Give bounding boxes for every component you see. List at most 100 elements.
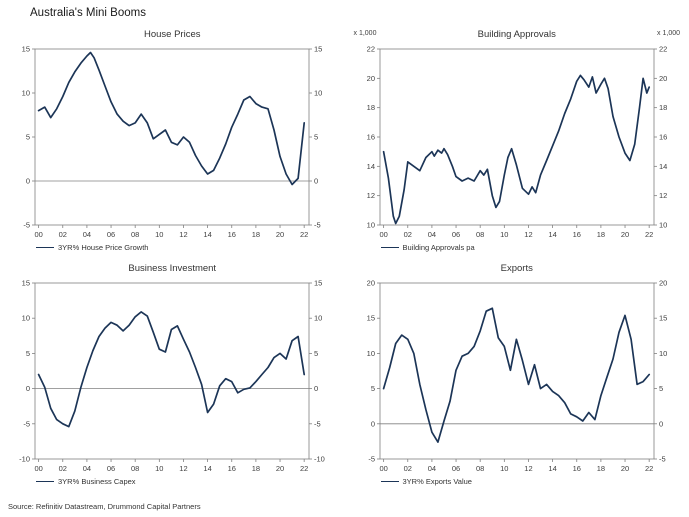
chart-legend: 3YR% Business Capex — [36, 476, 337, 486]
svg-text:15: 15 — [314, 45, 322, 54]
svg-text:14: 14 — [203, 464, 211, 473]
y-axis-unit-left: x 1,000 — [353, 30, 377, 37]
svg-text:-5: -5 — [368, 455, 375, 464]
svg-text:0: 0 — [370, 419, 374, 428]
svg-text:5: 5 — [26, 349, 30, 358]
svg-text:5: 5 — [26, 133, 30, 142]
svg-text:12: 12 — [179, 230, 187, 239]
svg-text:08: 08 — [131, 230, 139, 239]
svg-text:02: 02 — [403, 464, 411, 473]
charts-grid: House Prices -5 -5 0 0 5 5 10 10 15 15 00 02 04 06 08 1… — [8, 28, 681, 486]
svg-text:20: 20 — [366, 279, 374, 288]
legend-line-swatch — [380, 246, 399, 248]
chart-title: Business Investment — [128, 263, 217, 274]
svg-text:5: 5 — [314, 133, 318, 142]
svg-text:16: 16 — [659, 133, 667, 142]
page-title: Australia's Mini Booms — [30, 7, 146, 19]
svg-text:04: 04 — [427, 230, 435, 239]
svg-text:02: 02 — [59, 464, 67, 473]
chart-title: House Prices — [144, 29, 201, 40]
svg-text:20: 20 — [276, 230, 284, 239]
chart-panel-exports: Exports -5 -5 0 0 5 5 10 10 15 15 20 20 00 02 04 06 08 10… — [353, 262, 682, 486]
chart-legend: 3YR% House Price Growth — [36, 242, 337, 252]
svg-text:-5: -5 — [23, 221, 30, 230]
svg-text:00: 00 — [379, 230, 387, 239]
chart-legend: 3YR% Exports Value — [380, 476, 682, 486]
svg-text:04: 04 — [427, 464, 435, 473]
chart-title: Exports — [500, 263, 533, 274]
svg-text:16: 16 — [572, 464, 580, 473]
svg-text:16: 16 — [572, 230, 580, 239]
svg-text:10: 10 — [155, 230, 163, 239]
svg-text:5: 5 — [370, 384, 374, 393]
svg-text:20: 20 — [620, 464, 628, 473]
svg-text:10: 10 — [155, 464, 163, 473]
svg-text:-5: -5 — [314, 221, 321, 230]
svg-text:14: 14 — [366, 162, 374, 171]
svg-text:15: 15 — [22, 279, 30, 288]
svg-text:00: 00 — [34, 464, 42, 473]
svg-text:10: 10 — [314, 314, 322, 323]
svg-text:0: 0 — [659, 419, 663, 428]
svg-text:06: 06 — [451, 230, 459, 239]
svg-text:22: 22 — [644, 464, 652, 473]
svg-text:02: 02 — [403, 230, 411, 239]
building-approvals-line-chart: 10 10 12 12 14 14 16 16 18 18 20 20 22 22 00 02 04 06 08 10… — [366, 45, 667, 240]
svg-text:18: 18 — [366, 103, 374, 112]
svg-text:15: 15 — [314, 279, 322, 288]
svg-text:18: 18 — [252, 464, 260, 473]
chart-panel-building-approvals: Building Approvals x 1,000 x 1,000 10 10 1… — [353, 28, 682, 252]
svg-text:12: 12 — [179, 464, 187, 473]
svg-text:16: 16 — [228, 230, 236, 239]
svg-text:-10: -10 — [314, 455, 325, 464]
svg-text:14: 14 — [548, 464, 556, 473]
svg-text:08: 08 — [131, 464, 139, 473]
svg-text:14: 14 — [203, 230, 211, 239]
svg-text:08: 08 — [476, 464, 484, 473]
svg-text:12: 12 — [524, 464, 532, 473]
svg-text:18: 18 — [596, 464, 604, 473]
legend-label: 3YR% House Price Growth — [58, 242, 149, 252]
svg-text:10: 10 — [500, 464, 508, 473]
svg-text:15: 15 — [659, 314, 667, 323]
legend-label: Building Approvals pa — [402, 242, 475, 252]
svg-text:22: 22 — [300, 464, 308, 473]
svg-text:0: 0 — [26, 177, 30, 186]
svg-text:0: 0 — [314, 177, 318, 186]
svg-text:20: 20 — [276, 464, 284, 473]
svg-text:16: 16 — [366, 133, 374, 142]
svg-text:00: 00 — [34, 230, 42, 239]
svg-text:-5: -5 — [23, 419, 30, 428]
svg-text:08: 08 — [476, 230, 484, 239]
svg-text:20: 20 — [659, 74, 667, 83]
svg-text:18: 18 — [596, 230, 604, 239]
svg-text:20: 20 — [366, 74, 374, 83]
svg-text:10: 10 — [366, 221, 374, 230]
legend-line-swatch — [380, 480, 399, 482]
svg-text:15: 15 — [22, 45, 30, 54]
svg-text:15: 15 — [366, 314, 374, 323]
svg-text:0: 0 — [26, 384, 30, 393]
svg-text:06: 06 — [451, 464, 459, 473]
svg-text:10: 10 — [366, 349, 374, 358]
chart-title: Building Approvals — [477, 29, 556, 40]
svg-text:-5: -5 — [314, 419, 321, 428]
svg-text:22: 22 — [366, 45, 374, 54]
svg-text:02: 02 — [59, 230, 67, 239]
svg-text:10: 10 — [314, 89, 322, 98]
svg-text:10: 10 — [500, 230, 508, 239]
legend-line-swatch — [36, 480, 54, 482]
legend-label: 3YR% Business Capex — [58, 476, 136, 486]
svg-text:22: 22 — [300, 230, 308, 239]
svg-text:18: 18 — [252, 230, 260, 239]
svg-text:04: 04 — [83, 464, 91, 473]
svg-text:10: 10 — [659, 221, 667, 230]
svg-text:14: 14 — [659, 162, 667, 171]
svg-text:5: 5 — [314, 349, 318, 358]
y-axis-unit-right: x 1,000 — [657, 30, 680, 37]
svg-text:20: 20 — [659, 279, 667, 288]
